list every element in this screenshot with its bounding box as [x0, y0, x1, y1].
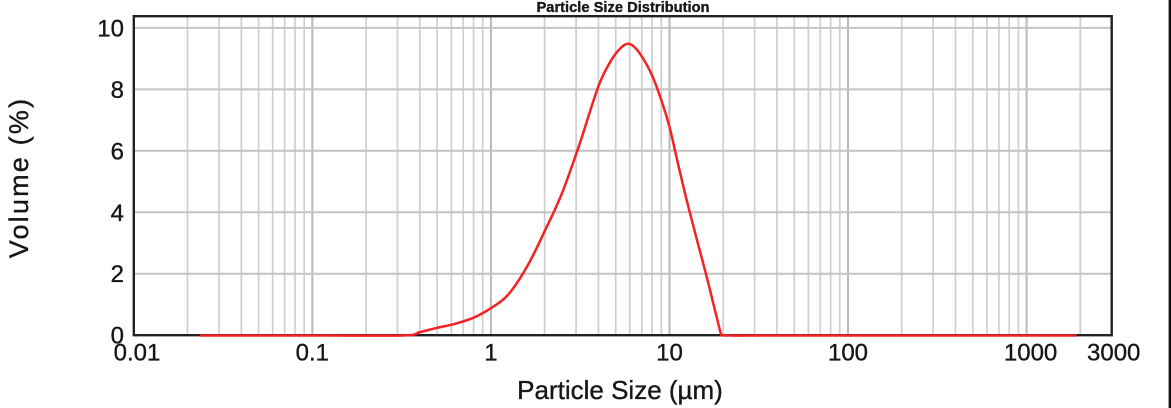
svg-text:1: 1	[484, 340, 497, 367]
svg-text:6: 6	[111, 138, 124, 165]
svg-text:0.01: 0.01	[114, 340, 161, 367]
svg-text:Particle Size (µm): Particle Size (µm)	[517, 375, 723, 405]
svg-text:0: 0	[111, 323, 124, 350]
svg-text:10: 10	[97, 15, 124, 42]
svg-text:10: 10	[656, 340, 683, 367]
svg-text:2: 2	[111, 261, 124, 288]
svg-text:1000: 1000	[1004, 340, 1057, 367]
svg-text:4: 4	[111, 200, 124, 227]
svg-text:Volume (%): Volume (%)	[4, 97, 34, 259]
svg-text:3000: 3000	[1087, 340, 1140, 367]
svg-text:0.1: 0.1	[296, 340, 329, 367]
svg-text:8: 8	[111, 77, 124, 104]
svg-text:100: 100	[828, 340, 868, 367]
svg-text:Particle Size Distribution: Particle Size Distribution	[536, 0, 709, 16]
